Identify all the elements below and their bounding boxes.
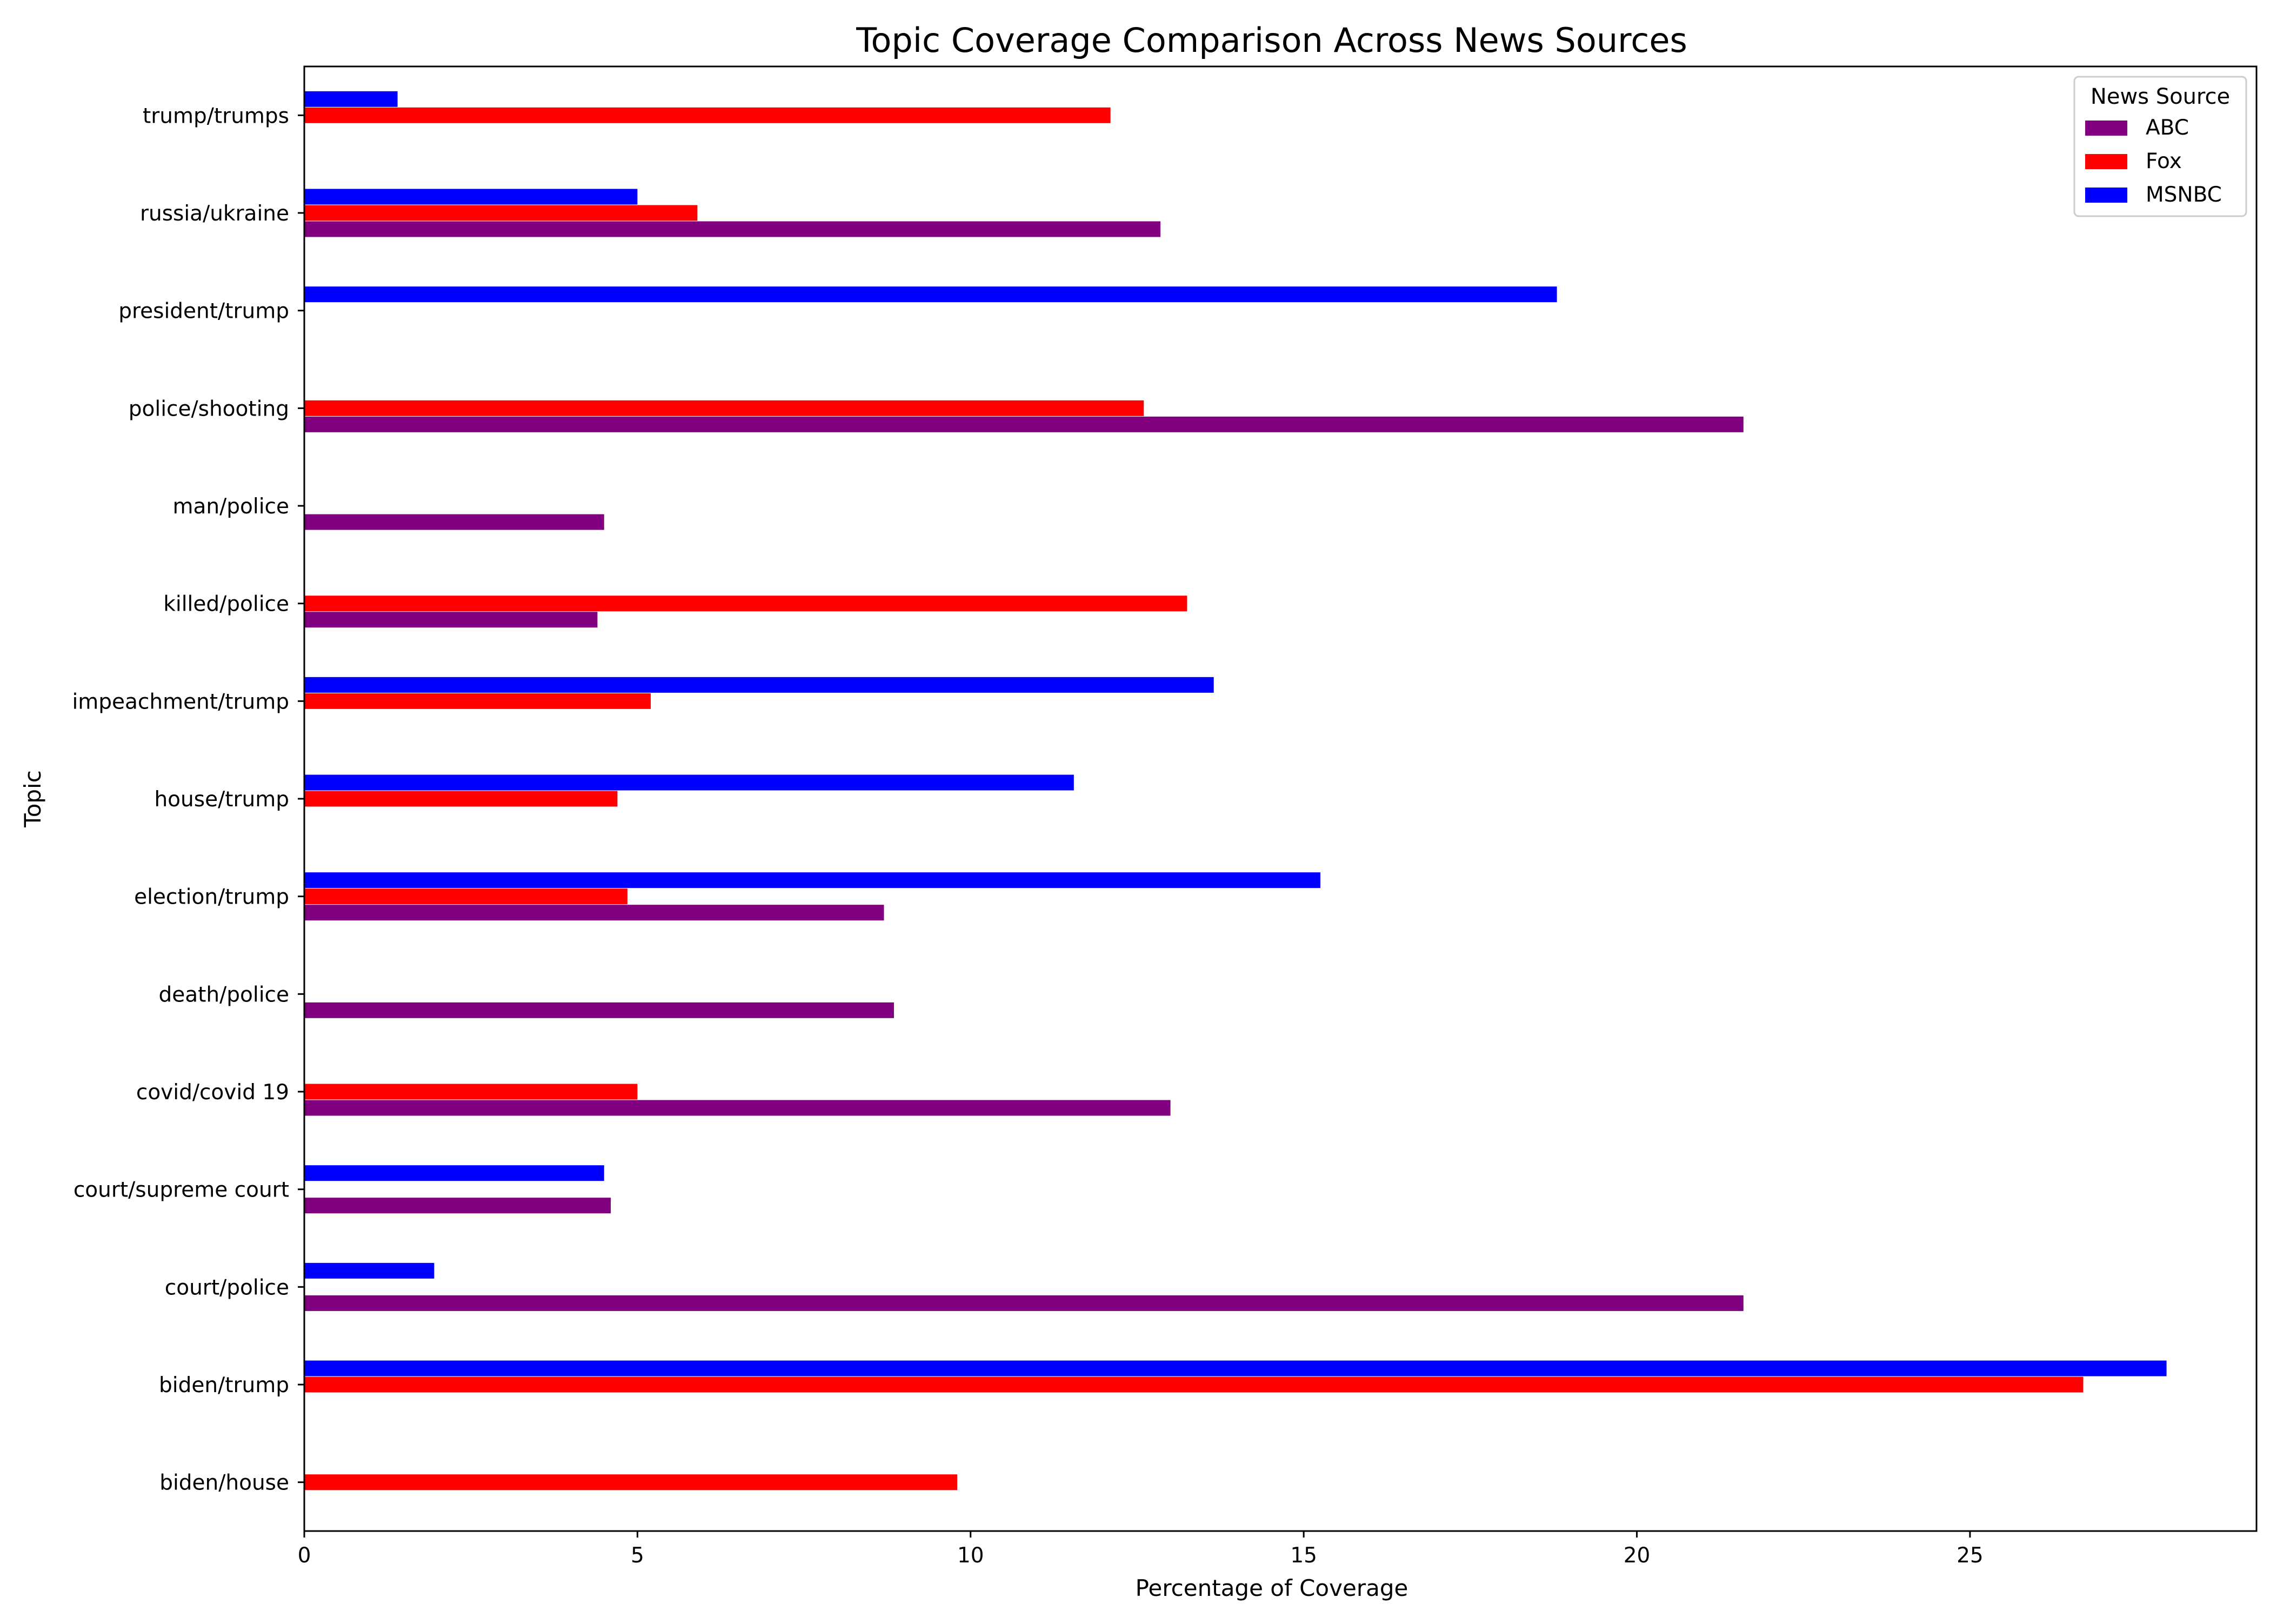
legend-swatch-msnbc [2085, 188, 2127, 203]
y-tick-label-5: death/police [158, 983, 289, 1007]
y-tick-label-1: biden/trump [159, 1373, 289, 1398]
bar-fox-9 [304, 596, 1187, 612]
bars-layer [304, 91, 2167, 1491]
bar-fox-13 [304, 205, 698, 221]
x-tick-label-1: 5 [631, 1543, 644, 1568]
x-tick-label-3: 15 [1290, 1543, 1317, 1568]
bar-msnbc-2 [304, 1262, 435, 1279]
y-tick-label-12: president/trump [118, 299, 289, 324]
bar-fox-6 [304, 888, 627, 905]
bar-abc-10 [304, 514, 604, 530]
bar-msnbc-13 [304, 189, 638, 205]
y-tick-label-2: court/police [165, 1275, 289, 1300]
x-tick-label-5: 25 [1957, 1543, 1984, 1568]
bar-fox-0 [304, 1474, 958, 1491]
chart-title: Topic Coverage Comparison Across News So… [856, 21, 1687, 60]
bar-fox-1 [304, 1376, 2084, 1393]
x-tick-label-0: 0 [298, 1543, 311, 1568]
y-tick-label-7: house/trump [154, 787, 289, 812]
y-tick-label-9: killed/police [163, 592, 289, 617]
legend-swatch-abc [2085, 121, 2127, 136]
axes-layer: 0 5 10 15 20 25 biden/house biden/trump court/po… [72, 65, 2258, 1568]
bar-abc-6 [304, 905, 884, 921]
y-tick-label-0: biden/house [159, 1471, 289, 1495]
x-tick-label-4: 20 [1624, 1543, 1651, 1568]
bar-msnbc-6 [304, 872, 1320, 888]
y-tick-label-14: trump/trumps [143, 104, 289, 128]
bar-fox-14 [304, 107, 1111, 123]
y-axis-label: Topic [19, 770, 46, 828]
y-tick-label-3: court/supreme court [74, 1178, 289, 1202]
y-tick-label-10: man/police [173, 494, 289, 519]
bar-msnbc-8 [304, 677, 1214, 693]
bar-abc-11 [304, 416, 1744, 432]
legend-swatch-fox [2085, 154, 2127, 169]
y-tick-label-6: election/trump [134, 885, 289, 910]
bar-msnbc-3 [304, 1165, 604, 1181]
legend-title: News Source [2091, 84, 2230, 109]
bar-abc-5 [304, 1002, 894, 1018]
legend-label-fox: Fox [2146, 149, 2182, 173]
x-tick-label-2: 10 [957, 1543, 984, 1568]
bar-msnbc-14 [304, 91, 398, 107]
x-axis-label: Percentage of Coverage [1136, 1575, 1408, 1601]
bar-msnbc-7 [304, 774, 1074, 791]
bar-fox-7 [304, 791, 618, 807]
y-tick-label-4: covid/covid 19 [136, 1080, 289, 1105]
bar-msnbc-1 [304, 1360, 2167, 1376]
y-tick-label-8: impeachment/trump [72, 690, 289, 714]
bar-fox-8 [304, 693, 651, 709]
bar-abc-13 [304, 221, 1161, 237]
bar-abc-4 [304, 1100, 1171, 1116]
y-tick-label-11: police/shooting [129, 397, 289, 421]
bar-fox-11 [304, 400, 1144, 416]
bar-abc-3 [304, 1198, 611, 1214]
y-tick-label-13: russia/ukraine [140, 202, 289, 226]
legend-label-abc: ABC [2146, 116, 2189, 140]
legend-label-msnbc: MSNBC [2146, 183, 2222, 207]
bar-abc-2 [304, 1295, 1744, 1311]
legend-box [2073, 76, 2247, 217]
bar-msnbc-12 [304, 286, 1557, 303]
bar-fox-4 [304, 1084, 638, 1100]
bar-abc-9 [304, 612, 598, 628]
legend: News Source ABC Fox MSNBC [2073, 76, 2247, 217]
